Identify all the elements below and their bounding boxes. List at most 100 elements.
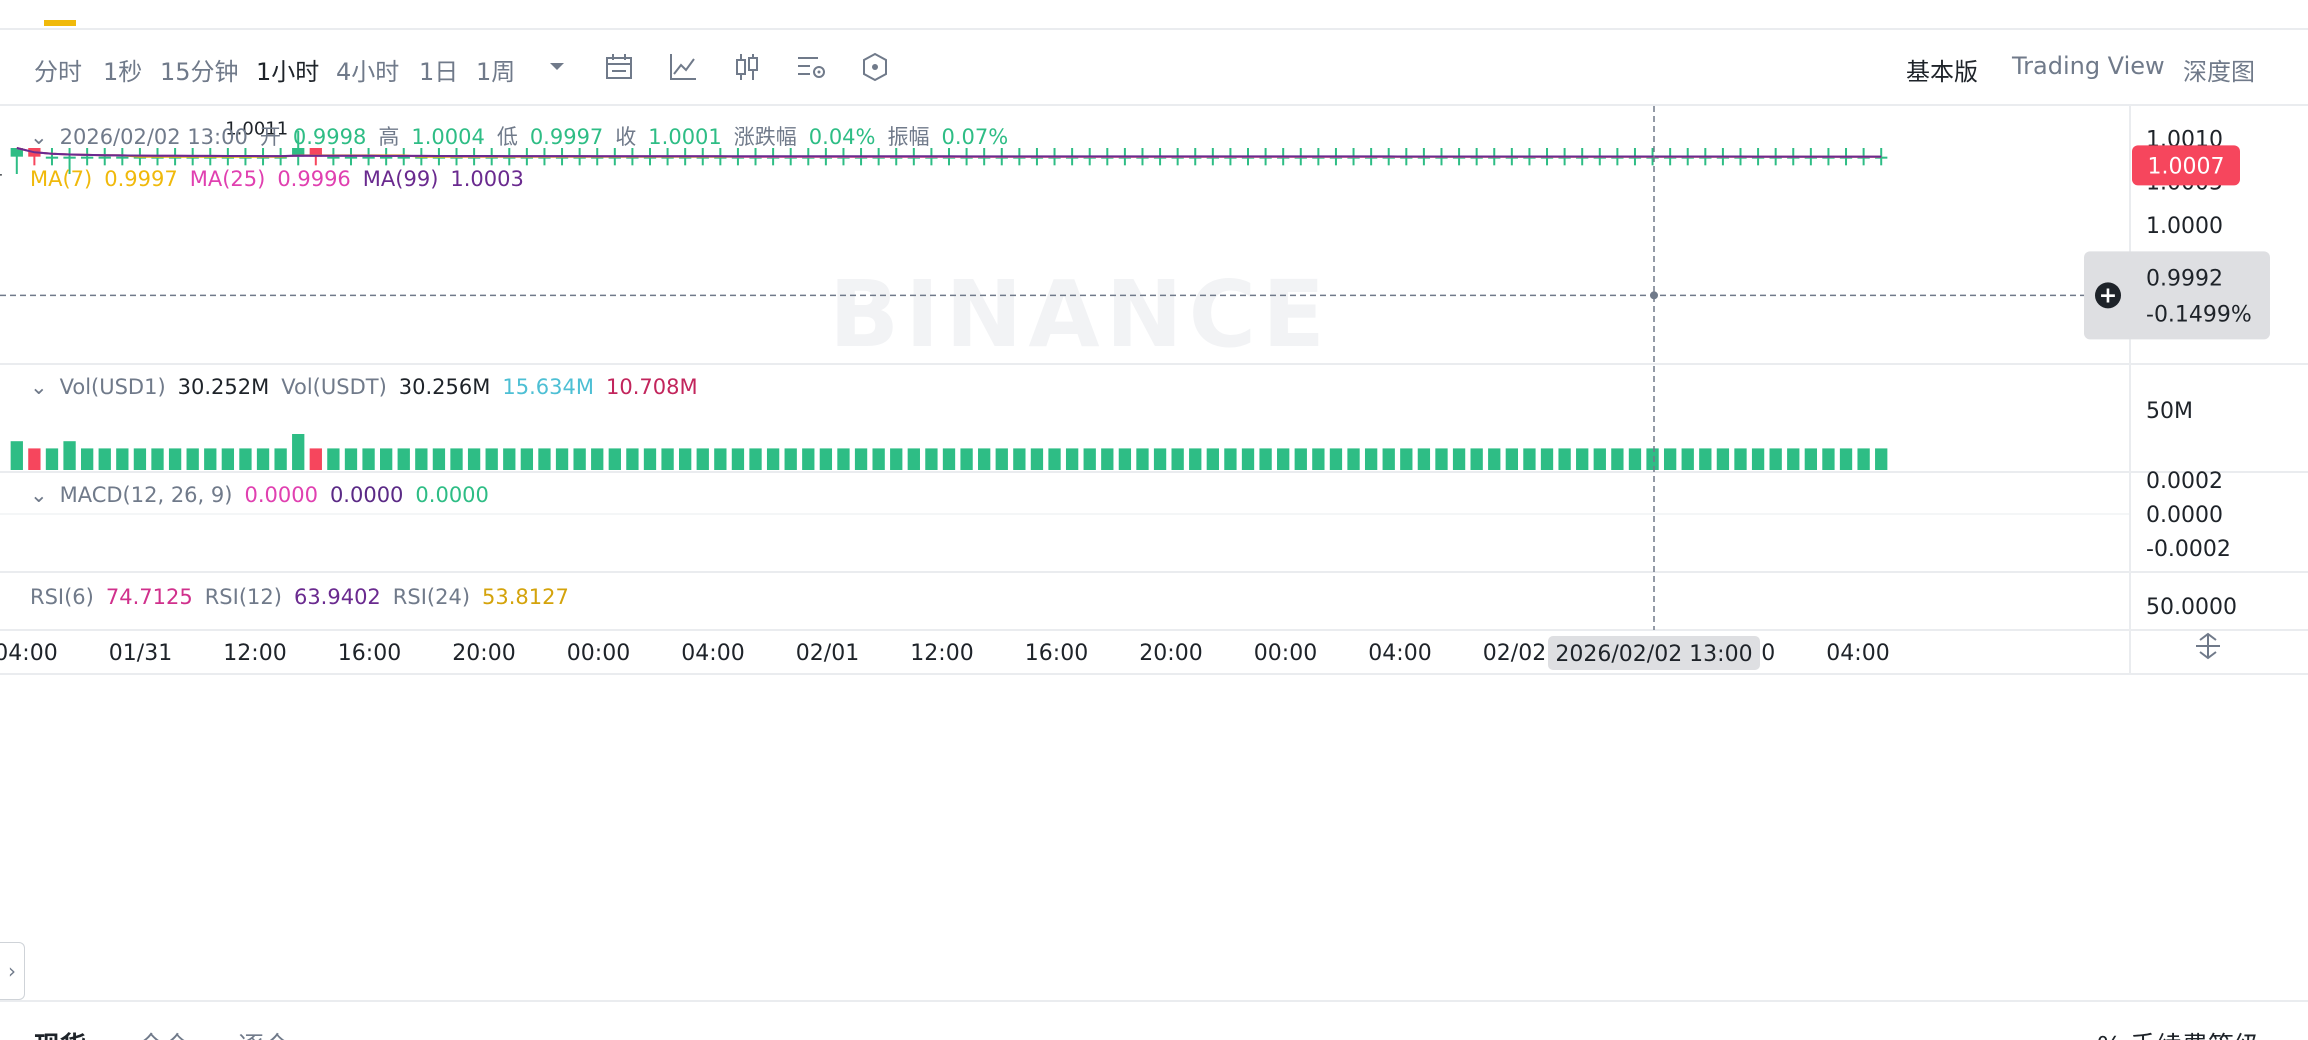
- view-depth[interactable]: 深度图: [2183, 58, 2255, 86]
- timeframe-1w[interactable]: 1周: [476, 58, 516, 86]
- candle-body: [45, 156, 59, 159]
- candle-body: [80, 156, 94, 159]
- volume-bar: [186, 448, 199, 470]
- volume-bar: [1769, 448, 1782, 470]
- macd-tick: 0.0000: [2146, 503, 2223, 528]
- ohlc-legend: ⌄ 2026/02/02 13:00 开 0.9998 高 1.0004 低 0.9997 收 1…: [30, 125, 1008, 149]
- time-tick: 02/01: [796, 641, 859, 666]
- volume-bar: [1241, 448, 1255, 470]
- volume-bar: [1259, 448, 1272, 470]
- time-tick: 00:00: [567, 641, 630, 666]
- volume-bar: [1716, 448, 1730, 470]
- volume-bar: [98, 448, 111, 470]
- volume-bar: [784, 448, 797, 470]
- volume-bar: [854, 448, 868, 470]
- volume-bar: [960, 448, 973, 470]
- volume-bar: [397, 448, 410, 470]
- timeframe-fenshi[interactable]: 分时: [34, 58, 82, 86]
- time-tick: 12:00: [223, 641, 286, 666]
- rsi-legend: RSI(6) 74.7125 RSI(12) 63.9402 RSI(24) 53.812…: [30, 585, 569, 609]
- calendar-icon[interactable]: [602, 50, 636, 84]
- fee-level-link[interactable]: % 手续费等级: [2097, 1026, 2260, 1040]
- volume-bar: [1329, 448, 1343, 470]
- time-tick: 12:00: [910, 641, 973, 666]
- tab-isolated[interactable]: 逐仓: [238, 1026, 290, 1040]
- volume-bar: [520, 448, 534, 470]
- tab-full[interactable]: 全仓: [138, 1026, 190, 1040]
- volume-bar: [872, 448, 885, 470]
- volume-bar: [1523, 448, 1536, 470]
- volume-bar: [239, 448, 252, 470]
- tab-spot[interactable]: 现货: [34, 1026, 86, 1040]
- volume-bar: [362, 448, 375, 470]
- time-tick: 20:00: [1139, 641, 1202, 666]
- volume-bar: [1153, 448, 1167, 470]
- axis-layer: 1.00101.00051.00001.000750M0.00020.0000-…: [0, 127, 2240, 666]
- macd-legend: ⌄ MACD(12, 26, 9) 0.0000 0.0000 0.0000: [30, 483, 489, 507]
- candle-body: [344, 156, 358, 159]
- last-price-badge: [2132, 145, 2240, 186]
- volume-bar: [1576, 448, 1589, 470]
- volume-bar: [1857, 448, 1870, 470]
- indicator-icon[interactable]: [666, 50, 700, 84]
- volume-bar: [555, 448, 569, 470]
- volume-bar: [1118, 448, 1132, 470]
- ma-legend: MA(7) 0.9997 MA(25) 0.9996 MA(99) 1.0003: [30, 167, 524, 191]
- volume-bar: [1382, 448, 1395, 470]
- timeframe-4h[interactable]: 4小时: [336, 58, 400, 86]
- active-tab-indicator: [44, 20, 76, 26]
- timeframe-1h[interactable]: 1小时: [256, 58, 320, 86]
- time-tick: 04:00: [1368, 641, 1431, 666]
- timeframe-15m[interactable]: 15分钟: [160, 58, 239, 86]
- volume-bar: [450, 448, 463, 470]
- bottom-tabs: 现货 全仓 逐仓 % 手续费等级: [0, 1000, 2308, 1040]
- candle-body: [1875, 156, 1888, 159]
- side-panel-toggle[interactable]: ›: [0, 942, 25, 1000]
- high-mark: 1.0011: [225, 119, 288, 140]
- view-trading-view[interactable]: Trading View: [2012, 52, 2165, 80]
- last-price: 1.0007: [2148, 154, 2225, 179]
- volume-bar: [573, 448, 586, 470]
- volume-bar: [1065, 448, 1079, 470]
- volume-bar: [1646, 448, 1659, 470]
- candle-body: [98, 156, 111, 159]
- volume-bar: [1505, 448, 1518, 470]
- candle-body: [116, 156, 129, 159]
- rsi-tick: 50.0000: [2146, 595, 2237, 620]
- volume-bar: [10, 441, 23, 470]
- candle-body: [292, 148, 305, 157]
- low-mark: 0.9987 —: [0, 164, 3, 185]
- candle-style-icon[interactable]: [730, 50, 764, 84]
- volume-bar: [485, 448, 498, 470]
- candlestick-chart[interactable]: BINANCE 1.00110.9987 — 1.00101.00051.000…: [0, 106, 2308, 996]
- candle-body: [10, 148, 23, 157]
- volume-bar: [221, 448, 235, 470]
- timeframe-1s[interactable]: 1秒: [103, 58, 143, 86]
- volume-bar: [802, 448, 815, 470]
- volume-bar: [274, 448, 287, 470]
- volume-bar: [1417, 448, 1431, 470]
- top-tab-strip: [0, 0, 2308, 30]
- chart-settings-icon[interactable]: [794, 50, 828, 84]
- volume-pane: [10, 434, 1888, 470]
- view-basic[interactable]: 基本版: [1906, 58, 1978, 86]
- volume-bar: [415, 448, 428, 470]
- volume-bar: [309, 448, 322, 470]
- hexagon-icon[interactable]: [858, 50, 892, 84]
- legend-layer: ⌄ 2026/02/02 13:00 开 0.9998 高 1.0004 低 0.9997 收 1…: [30, 125, 1008, 609]
- volume-bar: [837, 448, 850, 470]
- volume-bar: [292, 434, 305, 470]
- chart-area[interactable]: BINANCE 1.00110.9987 — 1.00101.00051.000…: [0, 106, 2308, 1000]
- volume-bar: [1013, 448, 1026, 470]
- chart-bg: [0, 106, 2308, 674]
- timeframe-1d[interactable]: 1日: [419, 58, 459, 86]
- crosshair-price: 0.9992: [2146, 266, 2223, 291]
- time-tick: 20:00: [452, 641, 515, 666]
- chevron-down-icon[interactable]: [540, 50, 574, 84]
- volume-bar: [1083, 448, 1096, 470]
- volume-bar: [80, 448, 94, 470]
- volume-bar: [679, 448, 692, 470]
- volume-bar: [1699, 448, 1712, 470]
- volume-bar: [1101, 448, 1114, 470]
